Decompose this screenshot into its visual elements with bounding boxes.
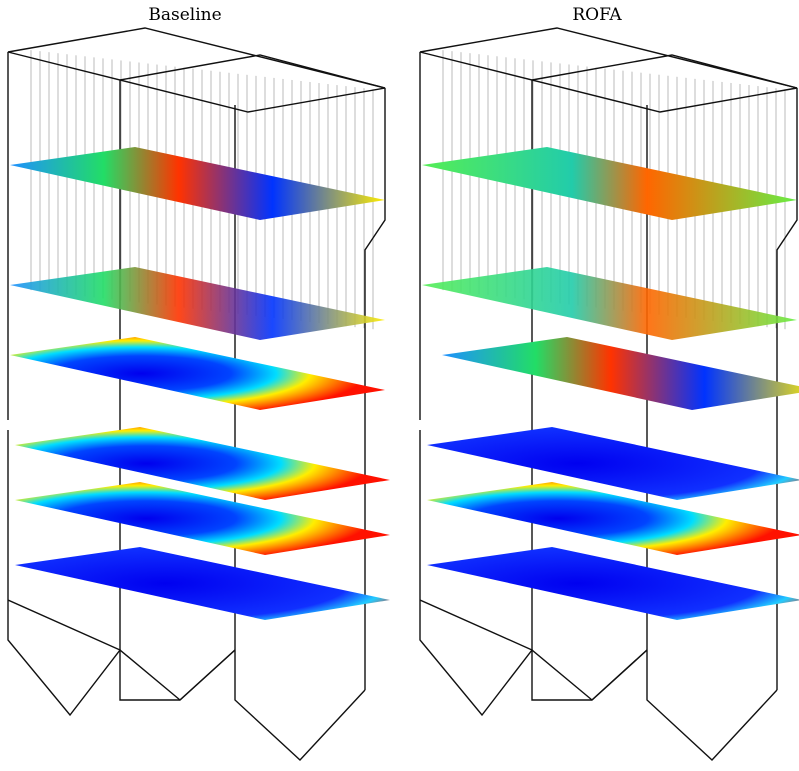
- contour-plane: [15, 427, 390, 500]
- panel-title: Baseline: [148, 5, 221, 25]
- panel-baseline: Baseline: [7, 5, 390, 761]
- contour-plane: [15, 547, 390, 620]
- panel-rofa: ROFA: [419, 5, 799, 761]
- contour-plane: [442, 337, 799, 410]
- contour-plane: [15, 482, 390, 555]
- contour-plane: [427, 427, 799, 500]
- contour-plane: [427, 482, 799, 555]
- panel-title: ROFA: [572, 5, 622, 25]
- contour-plane: [10, 337, 385, 410]
- contour-plane: [427, 547, 799, 620]
